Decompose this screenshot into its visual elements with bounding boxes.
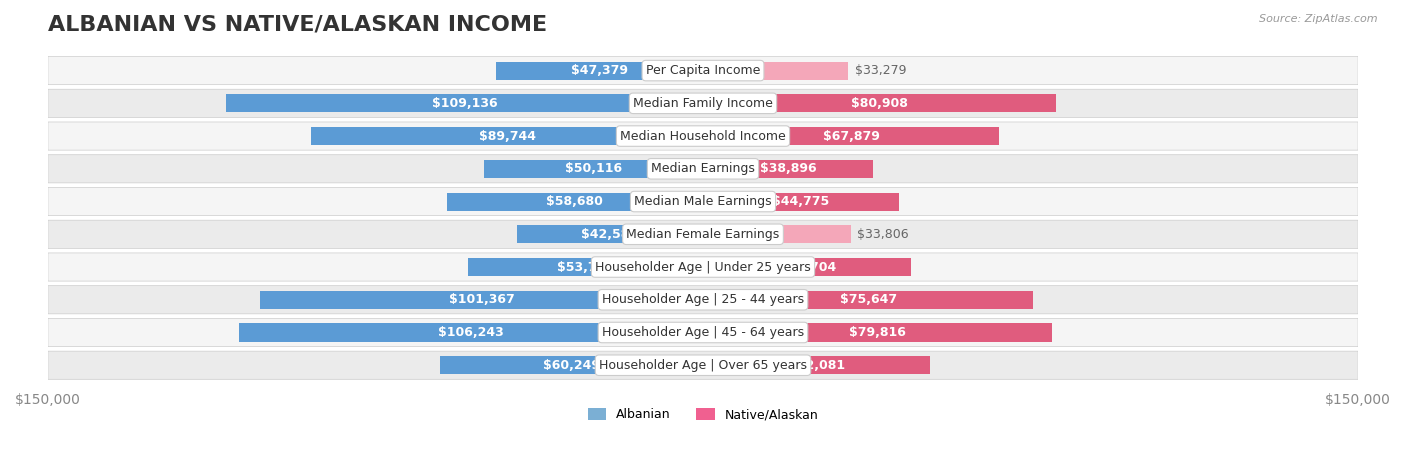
Text: $53,794: $53,794 bbox=[557, 261, 614, 274]
Text: $47,379: $47,379 bbox=[571, 64, 628, 77]
Bar bbox=[484, 160, 703, 178]
Text: $44,775: $44,775 bbox=[772, 195, 830, 208]
Text: $60,249: $60,249 bbox=[543, 359, 600, 372]
Text: Source: ZipAtlas.com: Source: ZipAtlas.com bbox=[1260, 14, 1378, 24]
FancyBboxPatch shape bbox=[48, 57, 1358, 85]
Text: $80,908: $80,908 bbox=[851, 97, 908, 110]
Bar bbox=[311, 127, 703, 145]
Bar bbox=[440, 356, 703, 374]
Text: $50,116: $50,116 bbox=[565, 163, 621, 175]
Bar bbox=[703, 94, 1056, 113]
Text: $47,704: $47,704 bbox=[779, 261, 835, 274]
Bar bbox=[496, 62, 703, 79]
Text: Householder Age | 45 - 64 years: Householder Age | 45 - 64 years bbox=[602, 326, 804, 339]
Text: Median Male Earnings: Median Male Earnings bbox=[634, 195, 772, 208]
Text: $52,081: $52,081 bbox=[789, 359, 845, 372]
Text: Householder Age | 25 - 44 years: Householder Age | 25 - 44 years bbox=[602, 293, 804, 306]
Text: $101,367: $101,367 bbox=[449, 293, 515, 306]
Text: Per Capita Income: Per Capita Income bbox=[645, 64, 761, 77]
FancyBboxPatch shape bbox=[48, 253, 1358, 281]
Text: $106,243: $106,243 bbox=[439, 326, 503, 339]
Text: Householder Age | Under 25 years: Householder Age | Under 25 years bbox=[595, 261, 811, 274]
Text: Householder Age | Over 65 years: Householder Age | Over 65 years bbox=[599, 359, 807, 372]
Bar bbox=[703, 160, 873, 178]
Text: Median Household Income: Median Household Income bbox=[620, 129, 786, 142]
Text: $89,744: $89,744 bbox=[478, 129, 536, 142]
Text: $58,680: $58,680 bbox=[547, 195, 603, 208]
FancyBboxPatch shape bbox=[48, 318, 1358, 347]
Bar bbox=[703, 225, 851, 243]
Bar bbox=[260, 291, 703, 309]
Bar bbox=[703, 356, 931, 374]
Bar bbox=[517, 225, 703, 243]
Text: $33,806: $33,806 bbox=[858, 228, 908, 241]
Bar bbox=[239, 324, 703, 341]
Text: $33,279: $33,279 bbox=[855, 64, 907, 77]
Text: Median Earnings: Median Earnings bbox=[651, 163, 755, 175]
Text: $109,136: $109,136 bbox=[432, 97, 498, 110]
FancyBboxPatch shape bbox=[48, 187, 1358, 216]
Text: $75,647: $75,647 bbox=[839, 293, 897, 306]
Legend: Albanian, Native/Alaskan: Albanian, Native/Alaskan bbox=[582, 403, 824, 426]
Text: $42,584: $42,584 bbox=[582, 228, 638, 241]
FancyBboxPatch shape bbox=[48, 122, 1358, 150]
Bar bbox=[703, 324, 1052, 341]
Text: $67,879: $67,879 bbox=[823, 129, 880, 142]
Bar bbox=[703, 291, 1033, 309]
Text: $38,896: $38,896 bbox=[759, 163, 817, 175]
FancyBboxPatch shape bbox=[48, 89, 1358, 117]
Text: ALBANIAN VS NATIVE/ALASKAN INCOME: ALBANIAN VS NATIVE/ALASKAN INCOME bbox=[48, 15, 547, 35]
Text: Median Family Income: Median Family Income bbox=[633, 97, 773, 110]
Text: $79,816: $79,816 bbox=[849, 326, 905, 339]
Bar bbox=[703, 258, 911, 276]
Bar bbox=[703, 192, 898, 211]
Bar bbox=[703, 62, 848, 79]
FancyBboxPatch shape bbox=[48, 220, 1358, 248]
Text: Median Female Earnings: Median Female Earnings bbox=[627, 228, 779, 241]
Bar bbox=[468, 258, 703, 276]
FancyBboxPatch shape bbox=[48, 155, 1358, 183]
FancyBboxPatch shape bbox=[48, 286, 1358, 314]
Bar bbox=[703, 127, 1000, 145]
Bar bbox=[447, 192, 703, 211]
FancyBboxPatch shape bbox=[48, 351, 1358, 379]
Bar bbox=[226, 94, 703, 113]
